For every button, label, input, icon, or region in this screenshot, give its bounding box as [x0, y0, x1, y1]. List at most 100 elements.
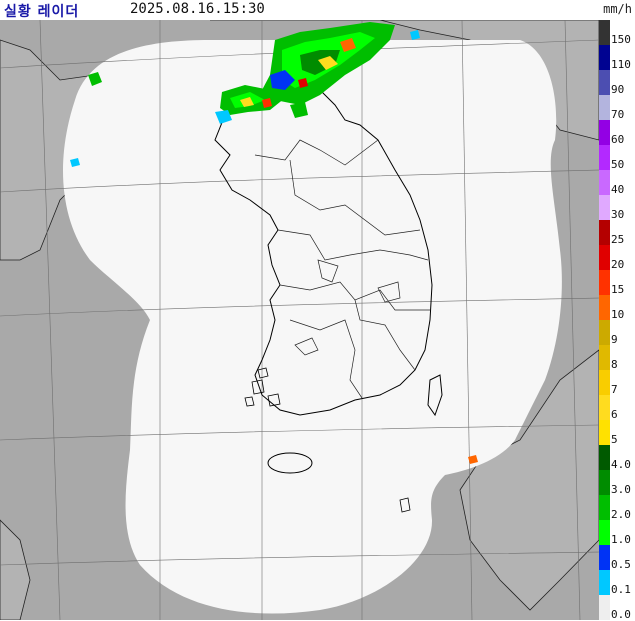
radar-map[interactable] [0, 20, 599, 620]
legend-swatch [599, 45, 610, 70]
grid-line [0, 551, 599, 566]
legend-swatch [599, 495, 610, 520]
echo-region [468, 455, 478, 464]
boundary-line [354, 299, 416, 371]
legend-label: 2.0 [611, 508, 631, 521]
legend-item: 110 [599, 45, 635, 71]
page-title: 실황 레이더 [4, 4, 80, 20]
legend-swatch [599, 320, 610, 345]
island [399, 497, 411, 513]
legend-label: 0.1 [611, 583, 631, 596]
echo-region [298, 78, 308, 88]
legend-item: 25 [599, 220, 635, 246]
legend-swatch [599, 395, 610, 420]
legend-label: 15 [611, 283, 625, 296]
grid-line [0, 169, 599, 193]
echo-region [262, 98, 272, 108]
legend-swatch [599, 170, 610, 195]
jeju-island [267, 452, 313, 474]
legend-item: 40 [599, 170, 635, 196]
legend-label: 0.0 [611, 608, 631, 621]
legend-swatch [599, 95, 610, 120]
legend-item: 5 [599, 420, 635, 446]
legend-item: 10 [599, 295, 635, 321]
legend-label: 90 [611, 83, 625, 96]
legend-label: 20 [611, 258, 625, 271]
legend-item: 3.0 [599, 470, 635, 496]
legend-item: 20 [599, 245, 635, 271]
legend-item: 1.0 [599, 520, 635, 546]
legend-item: 60 [599, 120, 635, 146]
legend-label: 110 [611, 58, 631, 71]
grid-line [564, 20, 581, 620]
legend-label: 30 [611, 208, 625, 221]
legend-label: 150 [611, 33, 631, 46]
echo-region [88, 72, 102, 86]
boundary-line [294, 337, 319, 356]
legend-item: 90 [599, 70, 635, 96]
legend-swatch [599, 470, 610, 495]
legend-label: 40 [611, 183, 625, 196]
legend-swatch [599, 20, 610, 45]
legend-item: 150 [599, 20, 635, 46]
legend-label: 50 [611, 158, 625, 171]
echo-region [70, 158, 80, 167]
legend-swatch [599, 295, 610, 320]
legend-label: 3.0 [611, 483, 631, 496]
island [267, 393, 281, 407]
boundary-line [377, 281, 401, 303]
legend-label: 25 [611, 233, 625, 246]
legend-swatch [599, 195, 610, 220]
legend-label: 9 [611, 333, 618, 346]
grid-line [0, 424, 599, 441]
province-boundaries [254, 139, 430, 399]
legend-label: 6 [611, 408, 618, 421]
echo-region [215, 110, 232, 124]
precipitation-echoes [70, 22, 478, 464]
echo-region [410, 30, 420, 40]
radar-coverage [63, 40, 562, 614]
legend-swatch [599, 70, 610, 95]
legend-label: 70 [611, 108, 625, 121]
observation-time: 2025.08.16.15:30 [130, 1, 265, 17]
header-bar: 실황 레이더 2025.08.16.15:30 mm/h [0, 0, 635, 20]
boundary-line [277, 229, 429, 261]
legend-swatch [599, 595, 610, 620]
legend-label: 0.5 [611, 558, 631, 571]
legend-label: 1.0 [611, 533, 631, 546]
legend-label: 10 [611, 308, 625, 321]
echo-region [240, 97, 254, 107]
legend-swatch [599, 145, 610, 170]
legend-swatch [599, 120, 610, 145]
boundary-line [289, 159, 421, 236]
southwest-islands [244, 367, 411, 513]
legend-item: 4.0 [599, 445, 635, 471]
legend-label: 8 [611, 358, 618, 371]
echo-region [318, 56, 338, 70]
legend-item: 9 [599, 320, 635, 346]
echo-region [340, 38, 356, 52]
ulleung-island [427, 374, 443, 417]
legend-label: 4.0 [611, 458, 631, 471]
legend-swatch [599, 270, 610, 295]
legend-item: 7 [599, 370, 635, 396]
legend-swatch [599, 445, 610, 470]
legend-swatch [599, 245, 610, 270]
legend-label: 60 [611, 133, 625, 146]
legend-swatch [599, 570, 610, 595]
legend-item: 0.1 [599, 570, 635, 596]
legend-swatch [599, 420, 610, 445]
echo-region [270, 70, 295, 90]
echo-region [290, 102, 308, 118]
legend-item: 6 [599, 395, 635, 421]
legend-swatch [599, 345, 610, 370]
legend-item: 70 [599, 95, 635, 121]
island [244, 396, 255, 407]
legend-label: 5 [611, 433, 618, 446]
land-sw [0, 519, 31, 620]
legend-item: 0.5 [599, 545, 635, 571]
legend-swatch [599, 370, 610, 395]
legend-label: 7 [611, 383, 618, 396]
island [257, 367, 269, 379]
